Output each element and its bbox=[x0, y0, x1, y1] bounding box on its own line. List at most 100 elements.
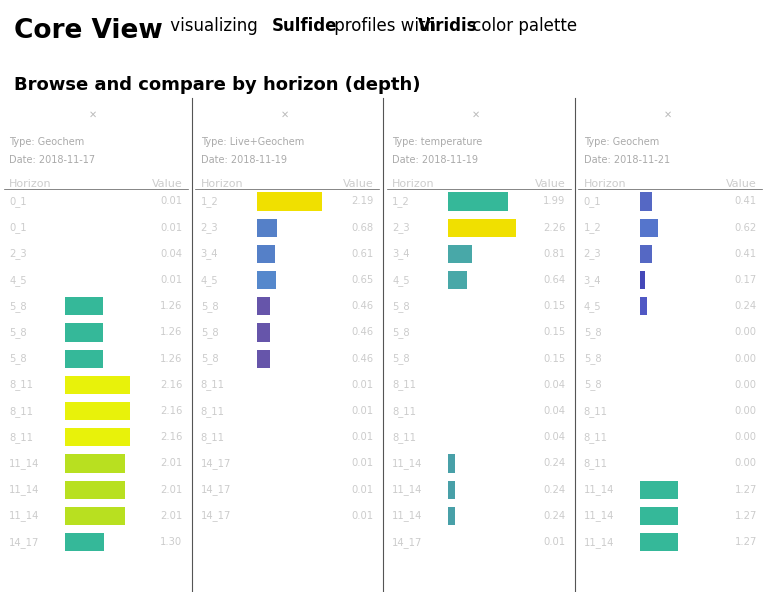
Text: 2_3: 2_3 bbox=[392, 222, 410, 233]
Text: 2_3: 2_3 bbox=[201, 222, 218, 233]
Text: 0.01: 0.01 bbox=[352, 485, 374, 495]
Text: 5_8: 5_8 bbox=[392, 301, 410, 312]
Text: 0.01: 0.01 bbox=[352, 511, 374, 521]
Text: Value: Value bbox=[535, 179, 565, 189]
Bar bbox=[257, 218, 277, 237]
Text: Horizon: Horizon bbox=[201, 179, 244, 189]
Text: Date: 2018-11-17: Date: 2018-11-17 bbox=[9, 155, 95, 165]
Bar bbox=[65, 323, 103, 342]
Text: Sulfide: Sulfide bbox=[272, 17, 338, 34]
Bar bbox=[448, 507, 455, 525]
Text: Value: Value bbox=[343, 179, 374, 189]
Text: 11_14: 11_14 bbox=[9, 510, 40, 522]
Text: S0198_PC3: S0198_PC3 bbox=[201, 112, 273, 126]
Text: 2.19: 2.19 bbox=[352, 197, 374, 207]
Text: 8_11: 8_11 bbox=[584, 432, 607, 443]
Text: 5_8: 5_8 bbox=[201, 301, 218, 312]
Text: ✕: ✕ bbox=[89, 110, 97, 120]
Text: 3_4: 3_4 bbox=[392, 249, 410, 259]
Text: color palette: color palette bbox=[467, 17, 578, 34]
Text: 0.15: 0.15 bbox=[543, 301, 565, 311]
Bar bbox=[257, 349, 270, 368]
Text: 8_11: 8_11 bbox=[201, 379, 224, 390]
Text: 0.04: 0.04 bbox=[543, 406, 565, 416]
Text: visualizing: visualizing bbox=[165, 17, 263, 34]
Text: 0.00: 0.00 bbox=[735, 432, 757, 442]
Bar bbox=[257, 271, 276, 289]
Text: 8_11: 8_11 bbox=[584, 458, 607, 469]
Text: 5_8: 5_8 bbox=[9, 327, 27, 338]
Text: 0.15: 0.15 bbox=[543, 327, 565, 337]
Text: 11_14: 11_14 bbox=[9, 484, 40, 495]
Text: 0.01: 0.01 bbox=[160, 197, 182, 207]
Bar bbox=[448, 481, 455, 499]
Text: 0.81: 0.81 bbox=[543, 249, 565, 259]
Text: 0.01: 0.01 bbox=[543, 537, 565, 547]
Text: 1.27: 1.27 bbox=[735, 537, 757, 547]
Text: 11_14: 11_14 bbox=[9, 458, 40, 469]
Bar bbox=[65, 507, 126, 525]
Text: 1.99: 1.99 bbox=[543, 197, 565, 207]
Text: 2.01: 2.01 bbox=[160, 458, 182, 468]
Text: 0.01: 0.01 bbox=[352, 432, 374, 442]
Text: 0.41: 0.41 bbox=[735, 249, 757, 259]
Text: 14_17: 14_17 bbox=[201, 510, 231, 522]
Text: Type: temperature: Type: temperature bbox=[392, 137, 483, 147]
Bar bbox=[65, 428, 130, 446]
Bar bbox=[640, 481, 678, 499]
Text: 5_8: 5_8 bbox=[9, 301, 27, 312]
Text: 8_11: 8_11 bbox=[392, 432, 416, 443]
Text: 0.00: 0.00 bbox=[735, 380, 757, 390]
Bar bbox=[448, 218, 516, 237]
Text: 2_3: 2_3 bbox=[9, 249, 27, 259]
Text: 1.26: 1.26 bbox=[160, 301, 182, 311]
Text: Horizon: Horizon bbox=[9, 179, 52, 189]
Bar bbox=[640, 192, 652, 211]
Text: 5_8: 5_8 bbox=[584, 353, 601, 364]
Text: 0.01: 0.01 bbox=[352, 406, 374, 416]
Text: 2.16: 2.16 bbox=[160, 380, 182, 390]
Text: 0.64: 0.64 bbox=[543, 275, 565, 285]
Text: 5_8: 5_8 bbox=[9, 353, 27, 364]
Text: Type: Live+Geochem: Type: Live+Geochem bbox=[201, 137, 304, 147]
Text: ✕: ✕ bbox=[472, 110, 480, 120]
Text: 1_2: 1_2 bbox=[201, 196, 218, 207]
Text: 0.17: 0.17 bbox=[735, 275, 757, 285]
Text: 11_14: 11_14 bbox=[584, 510, 614, 522]
Text: Viridis: Viridis bbox=[417, 17, 477, 34]
Text: ✕: ✕ bbox=[663, 110, 672, 120]
Bar bbox=[65, 349, 103, 368]
Text: 1.26: 1.26 bbox=[160, 327, 182, 337]
Text: Type: Geochem: Type: Geochem bbox=[9, 137, 84, 147]
Text: 0.61: 0.61 bbox=[352, 249, 374, 259]
Text: 5_8: 5_8 bbox=[392, 353, 410, 364]
Bar bbox=[640, 297, 647, 316]
Text: Date: 2018-11-19: Date: 2018-11-19 bbox=[201, 155, 286, 165]
Text: ✕: ✕ bbox=[280, 110, 289, 120]
Text: 0.65: 0.65 bbox=[352, 275, 374, 285]
Text: 0.62: 0.62 bbox=[735, 223, 757, 233]
Text: 0.04: 0.04 bbox=[543, 432, 565, 442]
Text: Core View: Core View bbox=[14, 18, 162, 44]
Text: 1_2: 1_2 bbox=[392, 196, 410, 207]
Text: 0.01: 0.01 bbox=[352, 380, 374, 390]
Text: 0.01: 0.01 bbox=[160, 223, 182, 233]
Text: 0.24: 0.24 bbox=[543, 458, 565, 468]
Text: 3_4: 3_4 bbox=[201, 249, 218, 259]
Text: 0_1: 0_1 bbox=[9, 196, 27, 207]
Text: 11_14: 11_14 bbox=[392, 458, 423, 469]
Text: 4_5: 4_5 bbox=[392, 275, 410, 285]
Text: Date: 2018-11-21: Date: 2018-11-21 bbox=[584, 155, 669, 165]
Text: profiles with: profiles with bbox=[329, 17, 442, 34]
Text: 14_17: 14_17 bbox=[9, 536, 40, 548]
Text: 3_4: 3_4 bbox=[584, 275, 601, 285]
Bar bbox=[257, 244, 275, 263]
Text: 2.16: 2.16 bbox=[160, 406, 182, 416]
Text: 0.00: 0.00 bbox=[735, 353, 757, 363]
Text: 0.04: 0.04 bbox=[160, 249, 182, 259]
Text: 0.46: 0.46 bbox=[352, 353, 374, 363]
Text: 0.41: 0.41 bbox=[735, 197, 757, 207]
Text: 8_11: 8_11 bbox=[201, 406, 224, 417]
Text: 8_11: 8_11 bbox=[9, 406, 33, 417]
Bar bbox=[640, 244, 652, 263]
